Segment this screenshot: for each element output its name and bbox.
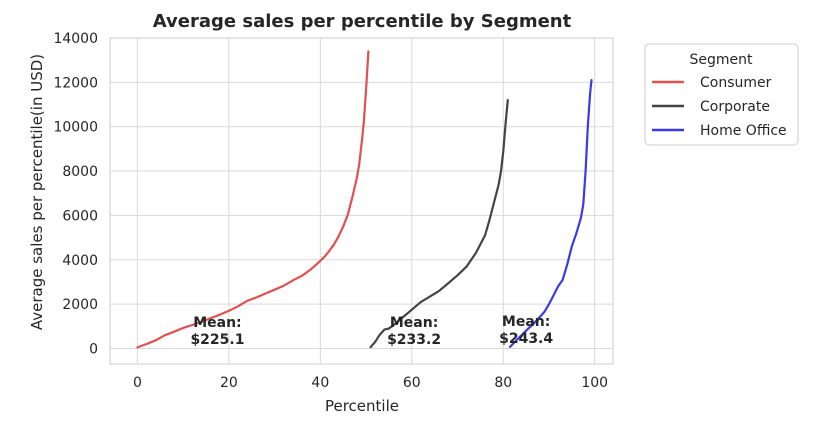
y-tick-label: 12000 — [53, 75, 98, 91]
mean-annotation-label: Mean: — [502, 314, 550, 330]
mean-annotation: Mean: $225.1 — [190, 315, 244, 348]
y-tick-label: 14000 — [53, 31, 98, 47]
legend-frame — [644, 43, 799, 146]
series-lines — [136, 50, 593, 349]
y-tick-label: 4000 — [62, 253, 98, 269]
y-tick-label: 10000 — [53, 120, 98, 136]
x-tick-label: 100 — [581, 375, 608, 391]
mean-annotation-value: $243.4 — [499, 331, 553, 347]
x-tick-label: 80 — [494, 375, 512, 391]
y-ticks: 0 2000 4000 6000 8000 10000 12000 14000 — [53, 31, 98, 357]
y-axis-label: Average sales per percentile(in USD) — [28, 54, 46, 330]
x-tick-label: 40 — [311, 375, 329, 391]
x-tick-label: 20 — [220, 375, 238, 391]
x-tick-label: 0 — [133, 375, 142, 391]
legend-items: Consumer Corporate Home Office — [652, 75, 787, 139]
y-tick-label: 0 — [89, 341, 98, 357]
x-ticks: 0 20 40 60 80 100 — [133, 375, 608, 391]
legend-title: Segment — [690, 52, 754, 68]
mean-annotation: Mean: $233.2 — [387, 315, 441, 348]
mean-annotation-value: $225.1 — [190, 332, 244, 348]
mean-annotation-label: Mean: — [390, 315, 438, 331]
chart-title: Average sales per percentile by Segment — [153, 11, 572, 32]
mean-annotation-label: Mean: — [193, 315, 241, 331]
series-line-home-office — [509, 78, 593, 348]
series-line-consumer — [136, 50, 370, 349]
legend-label: Consumer — [700, 75, 772, 91]
mean-annotation: Mean: $243.4 — [499, 314, 553, 347]
x-axis-label: Percentile — [325, 397, 399, 415]
legend-label: Home Office — [700, 123, 787, 139]
x-tick-label: 60 — [403, 375, 421, 391]
mean-annotation-value: $233.2 — [387, 332, 441, 348]
y-tick-label: 8000 — [62, 164, 98, 180]
legend-label: Corporate — [700, 99, 770, 115]
y-tick-label: 6000 — [62, 208, 98, 224]
legend: Segment Consumer Corporate Home Office — [644, 43, 799, 146]
series-line-corporate — [369, 98, 509, 349]
y-tick-label: 2000 — [62, 297, 98, 313]
plot-frame — [109, 37, 614, 365]
